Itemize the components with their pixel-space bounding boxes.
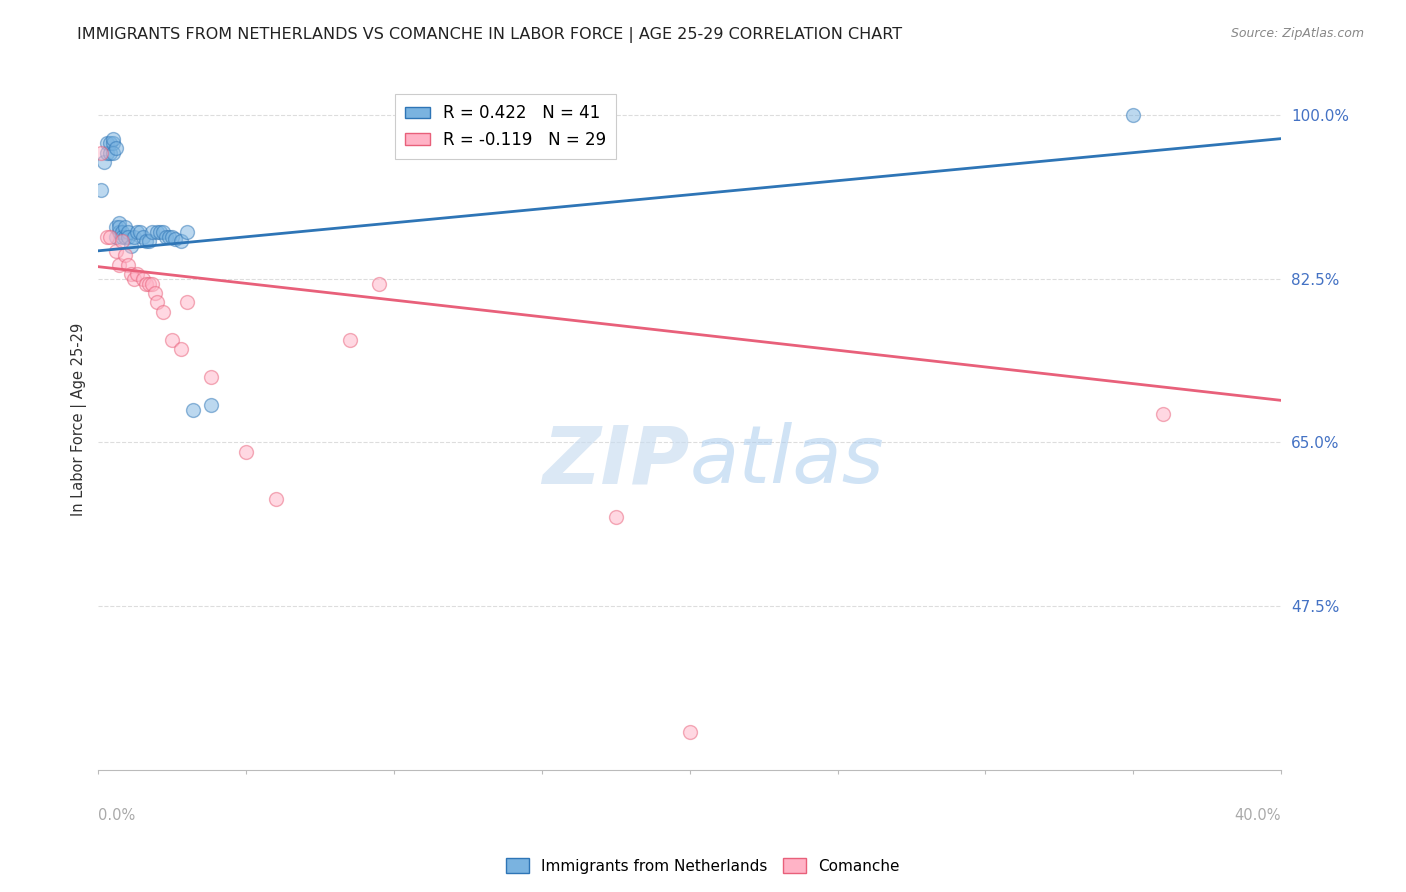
Point xyxy=(122,229,145,244)
Point xyxy=(90,183,112,197)
Y-axis label: In Labor Force | Age 25-29: In Labor Force | Age 25-29 xyxy=(72,322,87,516)
Text: 40.0%: 40.0% xyxy=(1234,808,1281,823)
Point xyxy=(105,229,128,244)
Point xyxy=(235,444,257,458)
Point xyxy=(114,229,136,244)
Point xyxy=(96,136,118,151)
Point xyxy=(605,510,627,524)
Point xyxy=(165,232,187,246)
Point xyxy=(120,239,142,253)
Point xyxy=(111,229,134,244)
Text: IMMIGRANTS FROM NETHERLANDS VS COMANCHE IN LABOR FORCE | AGE 25-29 CORRELATION C: IMMIGRANTS FROM NETHERLANDS VS COMANCHE … xyxy=(77,27,903,43)
Point xyxy=(117,225,139,239)
Point xyxy=(146,225,169,239)
Point xyxy=(101,131,124,145)
Point xyxy=(131,229,153,244)
Point xyxy=(117,258,139,272)
Point xyxy=(152,304,174,318)
Point xyxy=(176,225,198,239)
Point xyxy=(108,258,131,272)
Text: atlas: atlas xyxy=(690,422,884,500)
Point xyxy=(200,398,222,412)
Point xyxy=(125,225,148,239)
Point xyxy=(98,136,121,151)
Point xyxy=(141,277,163,291)
Text: Source: ZipAtlas.com: Source: ZipAtlas.com xyxy=(1230,27,1364,40)
Point xyxy=(162,229,184,244)
Point xyxy=(135,277,157,291)
Point xyxy=(98,145,121,160)
Point xyxy=(111,225,134,239)
Point xyxy=(138,235,160,249)
Point xyxy=(101,145,124,160)
Point xyxy=(98,229,121,244)
Point xyxy=(176,295,198,310)
Point xyxy=(368,277,391,291)
Point xyxy=(141,225,163,239)
Point xyxy=(108,225,131,239)
Point xyxy=(105,141,128,155)
Point xyxy=(157,229,180,244)
Point xyxy=(96,145,118,160)
Point xyxy=(138,277,160,291)
Point xyxy=(105,244,128,258)
Point xyxy=(111,235,134,249)
Point xyxy=(170,235,193,249)
Point xyxy=(125,267,148,281)
Point xyxy=(117,229,139,244)
Point xyxy=(155,229,177,244)
Point xyxy=(264,491,287,506)
Point xyxy=(105,220,128,235)
Point xyxy=(200,370,222,384)
Point xyxy=(114,248,136,262)
Point xyxy=(135,235,157,249)
Point xyxy=(1152,408,1174,422)
Point xyxy=(128,225,150,239)
Point xyxy=(93,155,115,169)
Legend: R = 0.422   N = 41, R = -0.119   N = 29: R = 0.422 N = 41, R = -0.119 N = 29 xyxy=(395,95,616,159)
Point xyxy=(143,285,166,300)
Point xyxy=(120,267,142,281)
Point xyxy=(90,145,112,160)
Point xyxy=(339,333,361,347)
Point xyxy=(96,229,118,244)
Point xyxy=(181,402,204,417)
Point xyxy=(131,272,153,286)
Point xyxy=(114,220,136,235)
Legend: Immigrants from Netherlands, Comanche: Immigrants from Netherlands, Comanche xyxy=(501,852,905,880)
Point xyxy=(146,295,169,310)
Text: 0.0%: 0.0% xyxy=(98,808,135,823)
Point xyxy=(149,225,172,239)
Point xyxy=(1122,108,1144,122)
Point xyxy=(152,225,174,239)
Point xyxy=(162,333,184,347)
Point xyxy=(108,220,131,235)
Point xyxy=(101,136,124,151)
Point xyxy=(108,216,131,230)
Point xyxy=(122,272,145,286)
Text: ZIP: ZIP xyxy=(543,422,690,500)
Point xyxy=(679,725,702,739)
Point xyxy=(170,342,193,356)
